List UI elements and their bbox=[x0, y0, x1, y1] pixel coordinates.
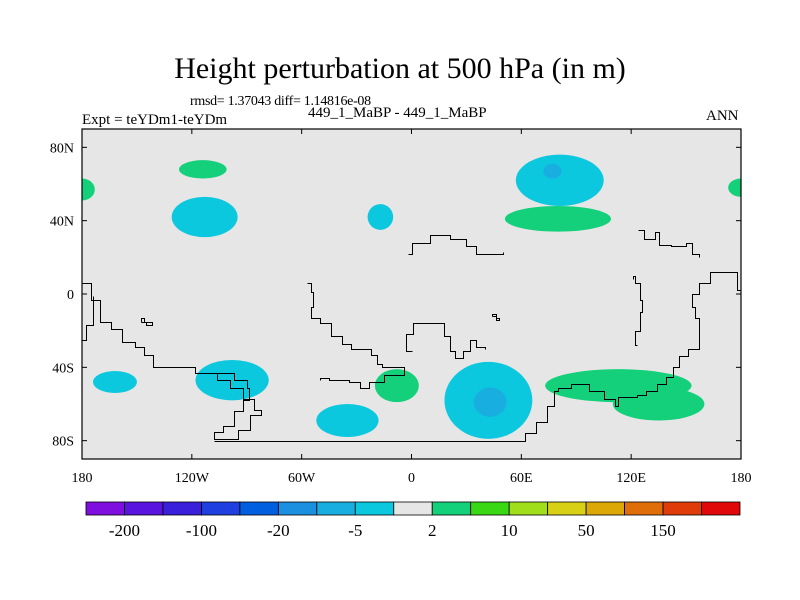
colorbar-label-7: 150 bbox=[650, 521, 676, 540]
colorbar-box-11 bbox=[508, 501, 549, 516]
negative-anomaly-region-3 bbox=[367, 204, 394, 230]
negative-anomaly-region-4 bbox=[195, 360, 269, 401]
x-tick-label-6: 180 bbox=[731, 471, 752, 486]
colorbar-label-6: 50 bbox=[578, 521, 595, 540]
colorbar: -200 -100 -20 -5 2 10 50 150 bbox=[85, 501, 741, 540]
coastline-layer bbox=[82, 230, 741, 442]
positive-anomaly-region-10 bbox=[82, 178, 95, 201]
colorbar-box-7 bbox=[354, 501, 395, 516]
x-tick-label-2: 60W bbox=[288, 471, 316, 486]
colorbar-box-0 bbox=[85, 501, 125, 516]
colorbar-label-0: -200 bbox=[109, 521, 140, 540]
y-tick-label-3: 40S bbox=[52, 361, 74, 376]
coastline-8 bbox=[633, 276, 643, 346]
negative-anomaly-region-8 bbox=[473, 387, 507, 417]
chart-title: Height perturbation at 500 hPa (in m) bbox=[174, 52, 626, 85]
x-tick-label-4: 60E bbox=[510, 471, 533, 486]
colorbar-box-4 bbox=[239, 501, 279, 516]
colorbar-box-13 bbox=[585, 501, 625, 516]
coastline-6 bbox=[82, 296, 94, 341]
coastline-2 bbox=[307, 283, 405, 389]
colorbar-box-8 bbox=[393, 501, 433, 516]
stats-label: rmsd= 1.37043 diff= 1.14816e-08 bbox=[190, 94, 371, 109]
coastline-4 bbox=[408, 235, 504, 255]
negative-anomaly-region-0 bbox=[515, 154, 604, 206]
coastline-1 bbox=[214, 272, 741, 442]
colorbar-box-15 bbox=[662, 501, 702, 516]
colorbar-box-9 bbox=[431, 501, 472, 516]
anomaly-layer bbox=[82, 154, 741, 439]
y-tick-label-1: 40N bbox=[50, 215, 74, 230]
negative-anomaly-region-6 bbox=[316, 404, 379, 437]
axis-ticks: 180 120W 60W 0 60E 120E 180 80N 40N 0 40S 80S bbox=[50, 129, 752, 486]
positive-anomaly-region-9 bbox=[179, 160, 227, 179]
case-label: 449_1_MaBP - 449_1_MaBP bbox=[308, 105, 487, 121]
experiment-label: Expt = teYDm1-teYDm bbox=[82, 112, 228, 128]
x-tick-label-0: 180 bbox=[72, 471, 93, 486]
positive-anomaly-region-12 bbox=[504, 206, 612, 232]
coastline-7 bbox=[141, 318, 153, 326]
positive-anomaly-region-11 bbox=[728, 178, 741, 197]
y-tick-label-2: 0 bbox=[67, 288, 74, 303]
negative-anomaly-region-2 bbox=[171, 196, 238, 238]
x-tick-label-3: 0 bbox=[408, 471, 415, 486]
positive-anomaly-region-13 bbox=[374, 369, 419, 403]
season-label: ANN bbox=[706, 108, 739, 124]
colorbar-box-14 bbox=[624, 501, 664, 516]
positive-anomaly-region-15 bbox=[612, 387, 705, 421]
colorbar-label-3: -5 bbox=[348, 521, 362, 540]
coastline-0 bbox=[82, 283, 262, 440]
colorbar-box-16 bbox=[701, 501, 741, 516]
coastline-9 bbox=[492, 314, 500, 321]
colorbar-box-12 bbox=[547, 501, 587, 516]
colorbar-label-4: 2 bbox=[428, 521, 437, 540]
coastline-3 bbox=[406, 323, 486, 359]
coastline-5 bbox=[638, 230, 700, 258]
x-tick-label-5: 120E bbox=[616, 471, 646, 486]
x-tick-label-1: 120W bbox=[175, 471, 210, 486]
colorbar-label-2: -20 bbox=[267, 521, 290, 540]
colorbar-box-6 bbox=[316, 501, 356, 516]
y-tick-label-4: 80S bbox=[52, 435, 74, 450]
negative-anomaly-region-1 bbox=[543, 163, 562, 179]
colorbar-box-1 bbox=[124, 501, 164, 516]
colorbar-label-5: 10 bbox=[501, 521, 518, 540]
colorbar-label-1: -100 bbox=[186, 521, 217, 540]
colorbar-box-5 bbox=[277, 501, 318, 516]
colorbar-box-3 bbox=[201, 501, 241, 516]
negative-anomaly-region-5 bbox=[92, 371, 137, 393]
colorbar-box-2 bbox=[162, 501, 202, 516]
colorbar-box-10 bbox=[470, 501, 510, 516]
y-tick-label-0: 80N bbox=[50, 141, 74, 156]
